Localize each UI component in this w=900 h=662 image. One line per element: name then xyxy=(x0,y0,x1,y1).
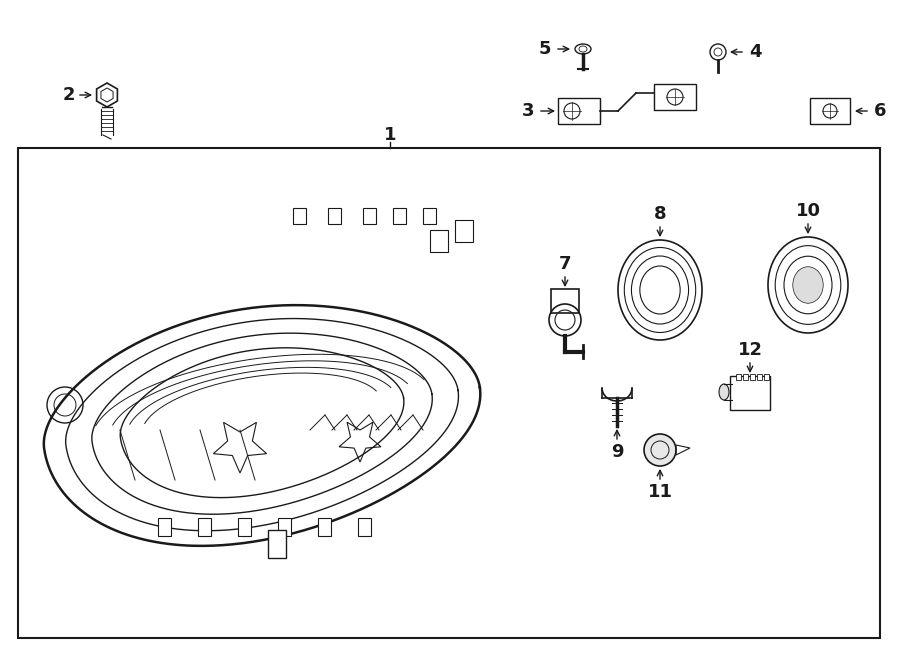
Text: 9: 9 xyxy=(611,443,623,461)
Text: 6: 6 xyxy=(874,102,886,120)
Bar xyxy=(268,530,286,558)
Bar xyxy=(278,518,291,536)
Bar xyxy=(358,518,371,536)
Text: 2: 2 xyxy=(63,86,76,104)
Text: 5: 5 xyxy=(539,40,551,58)
Bar xyxy=(238,518,251,536)
Bar xyxy=(363,208,376,224)
Ellipse shape xyxy=(793,267,824,303)
Bar xyxy=(455,220,473,242)
Bar xyxy=(810,98,850,124)
FancyBboxPatch shape xyxy=(551,289,579,313)
Bar xyxy=(430,230,448,252)
Text: 4: 4 xyxy=(749,43,761,61)
Circle shape xyxy=(644,434,676,466)
Bar xyxy=(18,148,880,638)
Bar xyxy=(158,518,171,536)
Text: 11: 11 xyxy=(647,483,672,501)
Bar xyxy=(393,208,406,224)
Bar xyxy=(736,374,741,380)
Bar xyxy=(293,208,306,224)
FancyBboxPatch shape xyxy=(730,376,770,410)
Bar xyxy=(757,374,762,380)
Bar xyxy=(328,208,341,224)
Text: 8: 8 xyxy=(653,205,666,223)
Bar xyxy=(423,208,436,224)
Bar xyxy=(558,98,600,124)
Bar xyxy=(654,84,696,110)
Bar xyxy=(198,518,211,536)
Text: 10: 10 xyxy=(796,202,821,220)
Text: 3: 3 xyxy=(522,102,535,120)
Bar xyxy=(764,374,769,380)
Bar xyxy=(318,518,331,536)
Ellipse shape xyxy=(719,384,729,400)
Bar xyxy=(743,374,748,380)
Text: 12: 12 xyxy=(737,341,762,359)
Text: 7: 7 xyxy=(559,255,572,273)
Text: 1: 1 xyxy=(383,126,396,144)
Bar xyxy=(750,374,755,380)
